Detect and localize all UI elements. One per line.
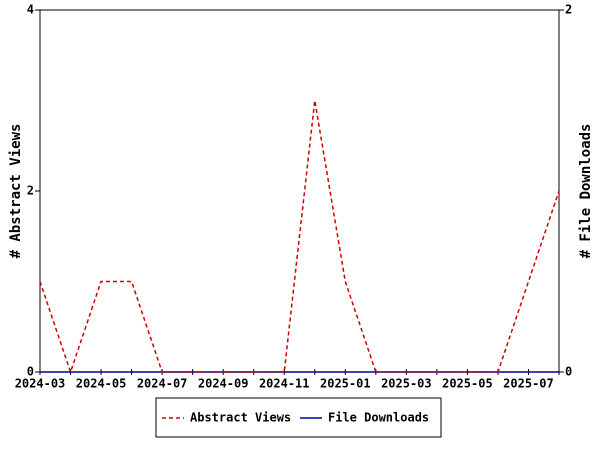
x-tick-label: 2024-05 xyxy=(76,377,127,391)
y2-tick-label: 0 xyxy=(565,365,572,379)
x-tick-label: 2024-11 xyxy=(259,377,310,391)
y-axis-title: # Abstract Views xyxy=(8,124,24,259)
y2-tick-label: 2 xyxy=(565,3,572,17)
legend-label: Abstract Views xyxy=(190,411,291,425)
legend-label: File Downloads xyxy=(328,411,429,425)
y2-axis-title: # File Downloads xyxy=(578,124,594,259)
legend-box xyxy=(155,397,442,438)
x-tick-label: 2025-03 xyxy=(381,377,432,391)
series-line xyxy=(39,100,560,375)
y-tick-label: 4 xyxy=(27,3,34,17)
y-tick-label: 0 xyxy=(27,365,34,379)
x-tick-label: 2024-03 xyxy=(15,377,66,391)
x-tick-label: 2025-07 xyxy=(503,377,554,391)
x-tick-label: 2024-09 xyxy=(198,377,249,391)
x-tick-label: 2025-05 xyxy=(442,377,493,391)
y-tick-label: 2 xyxy=(27,184,34,198)
x-tick-label: 2025-01 xyxy=(320,377,371,391)
x-tick-label: 2024-07 xyxy=(137,377,188,391)
plot-frame xyxy=(39,9,560,373)
